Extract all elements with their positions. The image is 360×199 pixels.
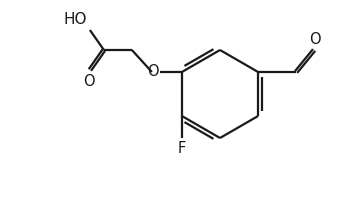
Text: O: O xyxy=(309,32,321,47)
Text: HO: HO xyxy=(63,12,87,27)
Text: F: F xyxy=(178,141,186,156)
Text: O: O xyxy=(147,64,159,79)
Text: O: O xyxy=(83,74,95,89)
